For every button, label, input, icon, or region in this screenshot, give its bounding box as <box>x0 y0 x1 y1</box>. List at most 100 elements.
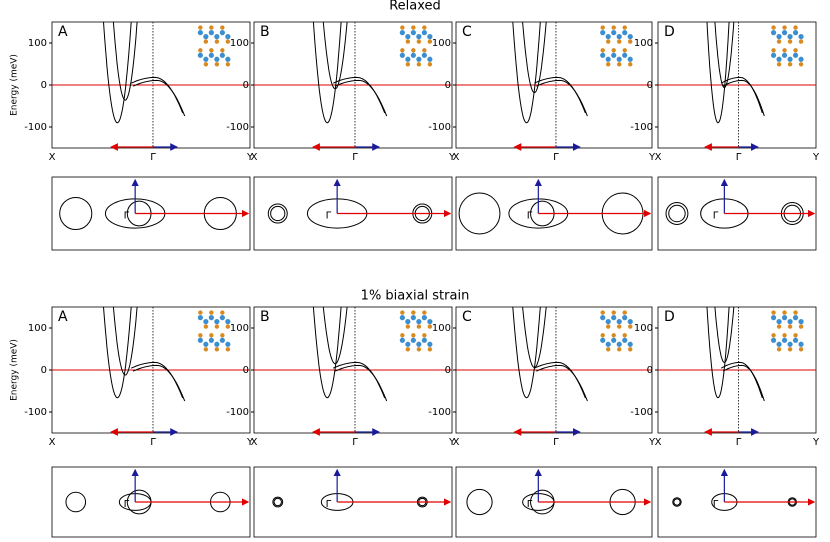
molecule-atom <box>197 29 203 36</box>
molecule-atom <box>422 310 427 315</box>
molecule-atom <box>399 29 405 36</box>
fermi-surface-panel: Γ <box>657 466 817 538</box>
molecule-atom <box>214 39 220 44</box>
y-tick-label: 0 <box>243 80 249 91</box>
molecule-atom <box>405 62 411 67</box>
molecule-atom <box>616 319 622 325</box>
molecule-atom <box>214 34 220 40</box>
molecule-atom <box>600 52 606 58</box>
x-label: Γ <box>736 152 742 163</box>
panel-label: C <box>462 24 472 40</box>
molecule-atom <box>781 337 788 343</box>
molecule-atom <box>214 62 220 67</box>
molecule-atom <box>214 324 220 329</box>
x-label: Γ <box>553 152 559 163</box>
molecule-atom <box>209 310 214 315</box>
x-label: Y <box>246 437 254 448</box>
molecule-atom <box>203 324 209 329</box>
band <box>714 21 735 89</box>
molecule-atom <box>611 25 616 30</box>
molecule-atom <box>606 39 611 44</box>
molecule-atom <box>622 310 627 315</box>
molecule-atom <box>197 52 203 58</box>
molecule-atom <box>421 315 427 321</box>
molecule-atom <box>776 341 782 347</box>
fs-frame <box>455 176 653 251</box>
molecule-atom <box>770 315 777 321</box>
molecule-atom <box>771 48 776 53</box>
molecule-atom <box>203 62 209 67</box>
molecule-atom <box>776 39 782 44</box>
molecule-atom <box>411 48 416 53</box>
molecule-atom <box>776 324 782 329</box>
molecule-atom <box>220 333 225 338</box>
molecule-atom <box>209 333 214 338</box>
band-panel: A -100 0 100 X Γ Y <box>24 21 254 163</box>
y-axis-label: Energy (meV) <box>10 339 20 401</box>
molecule-atom <box>225 62 231 67</box>
molecule-atom <box>793 25 798 30</box>
molecule-atom <box>611 52 617 58</box>
molecule-atom <box>770 337 777 343</box>
molecule-atom <box>616 56 622 62</box>
band-panel: C -100 0 100 X Γ Y <box>428 21 656 163</box>
molecule-atom <box>798 319 804 325</box>
molecule-atom <box>198 48 203 53</box>
x-label: X <box>453 437 460 448</box>
molecule-atom <box>622 333 627 338</box>
molecule-atom <box>203 319 209 325</box>
molecule-atom <box>208 337 214 343</box>
fs-pocket <box>458 192 501 235</box>
band <box>334 364 388 402</box>
fs-pocket <box>272 496 284 508</box>
band <box>322 21 348 90</box>
molecule-atom <box>776 319 782 325</box>
molecule-atom <box>793 333 798 338</box>
gamma-label: Γ <box>713 211 719 222</box>
fs-pocket <box>65 491 87 513</box>
molecule-atom <box>617 324 622 329</box>
y-tick-label: 100 <box>230 38 249 49</box>
molecule-atom <box>622 29 628 36</box>
panel-label: C <box>462 309 472 325</box>
molecule-atom <box>203 347 209 352</box>
molecule-atom <box>622 315 628 321</box>
molecule-atom <box>792 337 799 343</box>
y-tick-label: 100 <box>634 323 653 334</box>
molecule-atom <box>405 319 411 325</box>
gamma-label: Γ <box>527 499 533 510</box>
molecule-atom <box>225 324 231 329</box>
molecule-atom <box>416 324 422 329</box>
molecule-atom <box>782 333 787 338</box>
molecule-atom <box>214 319 220 325</box>
x-label: Γ <box>352 152 358 163</box>
molecule-atom <box>600 29 606 36</box>
molecule-atom <box>616 34 622 40</box>
molecule-atom <box>787 62 793 67</box>
molecule-atom <box>427 347 433 352</box>
band-panel: B -100 0 100 X Γ Y <box>226 306 456 448</box>
molecule-atom <box>605 341 611 347</box>
band <box>322 306 348 365</box>
band-panel: C -100 0 100 X Γ Y <box>428 306 656 448</box>
molecule-atom <box>787 341 793 347</box>
molecule-atom <box>421 29 427 36</box>
y-tick-label: -100 <box>428 407 451 418</box>
molecule-atom <box>776 62 782 67</box>
x-label: Γ <box>352 437 358 448</box>
y-tick-label: 100 <box>432 323 451 334</box>
gamma-label: Γ <box>326 211 332 222</box>
molecule-atom <box>421 337 427 343</box>
band <box>536 79 588 117</box>
molecule-atom <box>622 337 628 343</box>
molecule-atom <box>405 341 411 347</box>
molecule-atom <box>225 56 231 62</box>
band <box>312 21 342 124</box>
y-tick-label: 100 <box>28 323 47 334</box>
molecule-atom <box>628 347 633 352</box>
fermi-surface-panel: Γ <box>51 176 251 251</box>
molecule-atom <box>787 319 793 325</box>
x-label: X <box>655 437 662 448</box>
molecule-atom <box>225 319 231 325</box>
